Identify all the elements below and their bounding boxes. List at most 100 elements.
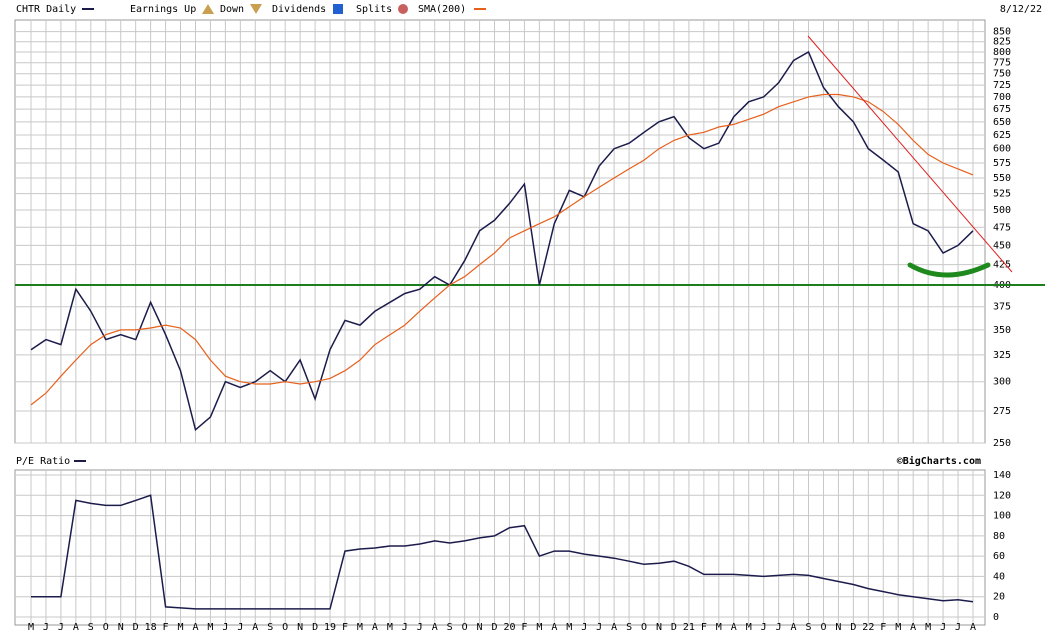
x-tick-label: F bbox=[521, 622, 527, 633]
x-tick-label: J bbox=[581, 622, 587, 633]
y-tick-label: 40 bbox=[993, 571, 1005, 582]
legend-label: Dividends bbox=[272, 4, 326, 15]
x-tick-label: S bbox=[626, 622, 632, 633]
x-tick-label: A bbox=[551, 622, 557, 633]
y-tick-label: 60 bbox=[993, 551, 1005, 562]
x-tick-label: J bbox=[417, 622, 423, 633]
x-tick-label: 20 bbox=[503, 622, 515, 633]
y-tick-label: 375 bbox=[993, 302, 1011, 313]
x-tick-label: N bbox=[835, 622, 841, 633]
pe-title: P/E Ratio bbox=[16, 456, 70, 467]
x-tick-label: A bbox=[192, 622, 198, 633]
y-tick-label: 300 bbox=[993, 377, 1011, 388]
x-tick-label: M bbox=[746, 622, 752, 633]
x-tick-label: J bbox=[58, 622, 64, 633]
x-tick-label: O bbox=[103, 622, 109, 633]
x-tick-label: D bbox=[671, 622, 677, 633]
x-tick-label: F bbox=[163, 622, 169, 633]
x-tick-label: J bbox=[237, 622, 243, 633]
y-tick-label: 325 bbox=[993, 350, 1011, 361]
x-tick-label: D bbox=[492, 622, 498, 633]
x-tick-label: J bbox=[761, 622, 767, 633]
support-curve bbox=[907, 262, 991, 278]
x-tick-label: O bbox=[820, 622, 826, 633]
x-tick-label: N bbox=[297, 622, 303, 633]
x-tick-label: M bbox=[178, 622, 184, 633]
y-tick-label: 850 bbox=[993, 27, 1011, 38]
x-tick-label: S bbox=[447, 622, 453, 633]
y-tick-label: 120 bbox=[993, 490, 1011, 501]
y-tick-label: 825 bbox=[993, 37, 1011, 48]
y-tick-label: 800 bbox=[993, 47, 1011, 58]
x-tick-label: M bbox=[566, 622, 572, 633]
x-tick-label: M bbox=[925, 622, 931, 633]
source: ©BigCharts.com bbox=[897, 455, 981, 467]
x-tick-label: M bbox=[28, 622, 34, 633]
x-tick-label: F bbox=[342, 622, 348, 633]
x-tick-label: N bbox=[477, 622, 483, 633]
x-tick-label: O bbox=[641, 622, 647, 633]
x-tick-label: J bbox=[955, 622, 961, 633]
x-tick-label: M bbox=[716, 622, 722, 633]
y-tick-label: 550 bbox=[993, 173, 1011, 184]
x-tick-label: 18 bbox=[145, 622, 157, 633]
y-tick-label: 575 bbox=[993, 158, 1011, 169]
x-tick-label: A bbox=[791, 622, 797, 633]
x-tick-label: A bbox=[611, 622, 617, 633]
y-tick-label: 750 bbox=[993, 69, 1011, 80]
y-tick-label: 250 bbox=[993, 438, 1011, 449]
x-tick-label: M bbox=[387, 622, 393, 633]
x-tick-label: A bbox=[910, 622, 916, 633]
x-tick-label: 21 bbox=[683, 622, 695, 633]
legend-label: Earnings Up bbox=[130, 4, 196, 15]
legend-icon bbox=[250, 4, 262, 14]
x-tick-label: J bbox=[940, 622, 946, 633]
y-tick-label: 425 bbox=[993, 260, 1011, 271]
legend-label: Down bbox=[220, 4, 244, 15]
x-tick-label: D bbox=[312, 622, 318, 633]
x-tick-label: A bbox=[372, 622, 378, 633]
x-tick-label: N bbox=[656, 622, 662, 633]
price-panel bbox=[14, 19, 986, 444]
legend-icon bbox=[202, 4, 214, 14]
x-tick-label: F bbox=[701, 622, 707, 633]
y-tick-label: 140 bbox=[993, 470, 1011, 481]
x-tick-label: O bbox=[462, 622, 468, 633]
trend-line bbox=[807, 35, 1013, 273]
y-tick-label: 700 bbox=[993, 92, 1011, 103]
y-tick-label: 625 bbox=[993, 130, 1011, 141]
series-line bbox=[30, 50, 974, 432]
legend-icon bbox=[333, 4, 343, 14]
y-tick-label: 475 bbox=[993, 222, 1011, 233]
x-tick-label: J bbox=[43, 622, 49, 633]
legend-label: Splits bbox=[356, 4, 392, 15]
x-tick-label: S bbox=[806, 622, 812, 633]
x-tick-label: M bbox=[357, 622, 363, 633]
y-tick-label: 20 bbox=[993, 592, 1005, 603]
x-tick-label: M bbox=[536, 622, 542, 633]
y-tick-label: 500 bbox=[993, 205, 1011, 216]
y-tick-label: 0 bbox=[993, 612, 999, 623]
y-tick-label: 600 bbox=[993, 144, 1011, 155]
x-tick-label: A bbox=[432, 622, 438, 633]
x-tick-label: A bbox=[252, 622, 258, 633]
x-tick-label: 19 bbox=[324, 622, 336, 633]
x-tick-label: A bbox=[731, 622, 737, 633]
x-tick-label: A bbox=[970, 622, 976, 633]
y-tick-label: 350 bbox=[993, 325, 1011, 336]
x-tick-label: M bbox=[895, 622, 901, 633]
x-tick-label: O bbox=[282, 622, 288, 633]
x-tick-label: D bbox=[850, 622, 856, 633]
y-tick-label: 80 bbox=[993, 531, 1005, 542]
x-tick-label: M bbox=[207, 622, 213, 633]
series-line bbox=[31, 494, 974, 610]
y-tick-label: 450 bbox=[993, 240, 1011, 251]
series-line bbox=[30, 93, 974, 406]
legend-icon bbox=[398, 4, 408, 14]
y-tick-label: 725 bbox=[993, 80, 1011, 91]
x-tick-label: S bbox=[267, 622, 273, 633]
y-tick-label: 525 bbox=[993, 189, 1011, 200]
y-tick-label: 100 bbox=[993, 511, 1011, 522]
x-tick-label: F bbox=[880, 622, 886, 633]
y-tick-label: 275 bbox=[993, 406, 1011, 417]
